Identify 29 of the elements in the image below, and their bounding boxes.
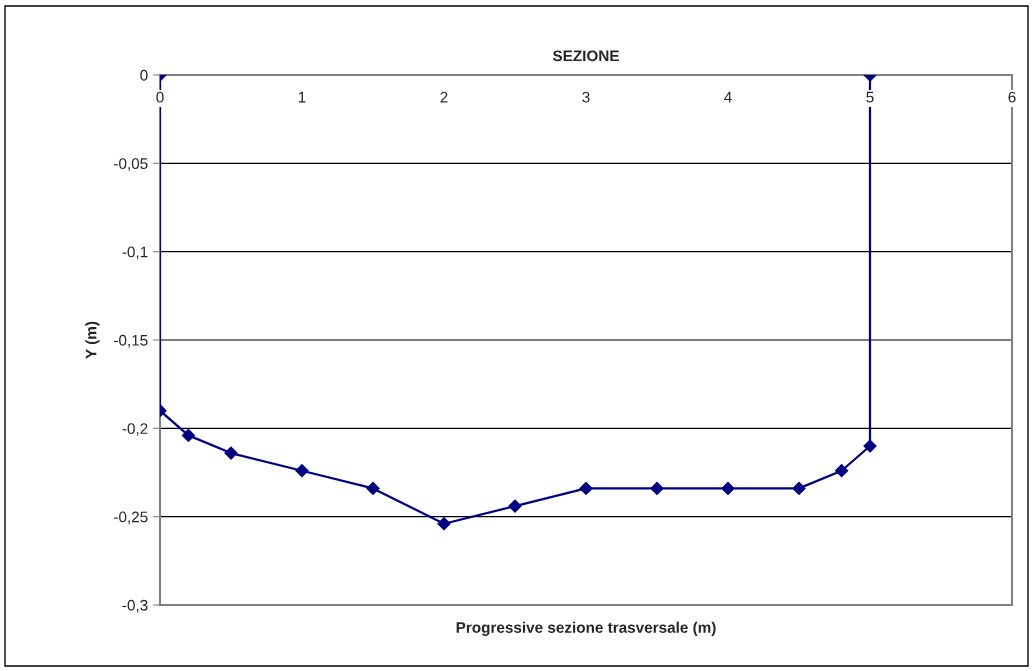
point: [437, 517, 451, 531]
point: [835, 464, 849, 478]
point: [508, 499, 522, 513]
y-tick-label: -0,3: [122, 599, 148, 613]
point: [792, 481, 806, 495]
x-tick-label: 2: [440, 91, 448, 103]
y-tick-label: -0,2: [122, 423, 148, 436]
x-tick-label: 1: [298, 91, 306, 103]
x-tick-label: 5: [866, 91, 874, 103]
x-axis-title: Progressive sezione trasversale (m): [456, 621, 716, 636]
point: [181, 428, 195, 442]
x-tick-label: 3: [582, 91, 590, 103]
chart-title: SEZIONE: [552, 50, 619, 62]
point: [650, 481, 664, 495]
y-tick-label: -0,1: [122, 246, 148, 260]
y-tick-label: 0: [140, 69, 148, 81]
y-tick-label: -0,15: [114, 334, 148, 348]
point: [366, 481, 380, 495]
x-tick-label: 0: [156, 91, 164, 103]
point: [295, 464, 309, 478]
point: [863, 439, 877, 453]
x-tick-label: 6: [1008, 91, 1016, 103]
point: [224, 446, 238, 460]
point: [579, 481, 593, 495]
y-tick-label: -0,05: [114, 158, 148, 171]
y-tick-label: -0,25: [114, 511, 148, 525]
y-axis-title: Y (m): [85, 321, 100, 359]
x-tick-label: 4: [724, 91, 732, 103]
point: [721, 481, 735, 495]
